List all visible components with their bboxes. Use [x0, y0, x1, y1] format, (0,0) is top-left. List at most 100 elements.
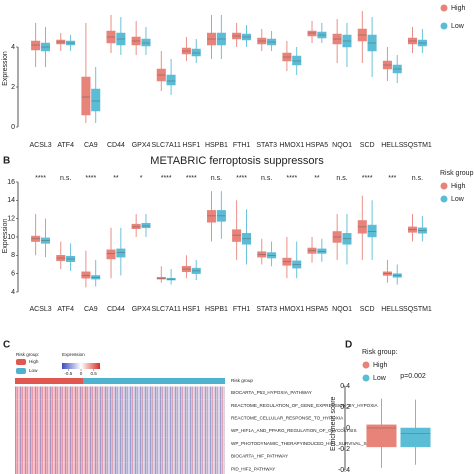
- box: [31, 40, 41, 51]
- x-tick-label: SQSTM1: [403, 142, 432, 149]
- y-tick-label: 0.4: [340, 383, 350, 390]
- x-tick-label: SQSTM1: [403, 306, 432, 313]
- legend-swatch: [16, 368, 26, 374]
- legend-label: High: [451, 183, 466, 190]
- row-label: REACTOME_CELLULAR_RESPONSE_TO_HYPOXIA: [231, 415, 344, 420]
- row-label: WP_PHOTODYNAMIC_THERAPYINDUCED_HIF1_SURV…: [231, 441, 389, 446]
- row-label: REACTOME_REGULATION_OF_GENE_EXPRESSION_B…: [231, 403, 379, 408]
- x-tick-label: NQO1: [332, 306, 352, 313]
- legend-label: High: [29, 359, 39, 364]
- panel-label: D: [345, 340, 352, 351]
- x-tick-label: HSF1: [182, 306, 200, 313]
- colorbar-tick-label: 0.5: [90, 371, 97, 376]
- x-tick-label: HMOX1: [279, 142, 304, 149]
- y-tick-label: 4: [11, 44, 15, 51]
- p-value: p=0.002: [400, 373, 426, 380]
- heatmap-texture: [15, 437, 225, 450]
- x-tick-label: FTH1: [233, 306, 251, 313]
- x-tick-label: SCD: [360, 142, 375, 149]
- y-axis-label: Enrichment score: [330, 396, 337, 451]
- y-tick-label: -0.4: [338, 467, 350, 474]
- legend-swatch: [440, 182, 448, 190]
- significance: ****: [236, 175, 247, 182]
- legend-label: High: [451, 5, 466, 12]
- colorbar-title: Expression: [62, 352, 85, 357]
- box: [317, 248, 327, 254]
- panel-label: B: [3, 156, 10, 167]
- colorbar: [62, 363, 100, 369]
- x-tick-label: SLC7A11: [151, 306, 181, 313]
- significance: ****: [186, 175, 197, 182]
- risk-bar-high: [15, 378, 83, 384]
- box: [366, 424, 397, 448]
- legend-swatch: [440, 195, 448, 203]
- box: [116, 248, 126, 258]
- significance: ****: [362, 175, 373, 182]
- box: [91, 88, 101, 112]
- row-label: PID_HIF2_PATHWAY: [231, 466, 275, 471]
- significance: n.s.: [60, 175, 71, 182]
- box: [141, 222, 151, 229]
- x-tick-label: SCD: [360, 306, 375, 313]
- significance: ****: [286, 175, 297, 182]
- box: [191, 48, 201, 57]
- y-tick-label: 6: [11, 270, 15, 277]
- legend-swatch: [362, 374, 370, 382]
- legend-title: Risk group:: [16, 352, 39, 357]
- legend-swatch: [440, 22, 448, 30]
- significance: n.s.: [336, 175, 347, 182]
- legend-title: Risk group:: [362, 349, 397, 356]
- box: [292, 55, 302, 66]
- y-tick-label: 14: [7, 197, 15, 204]
- y-axis-label: Expression: [2, 51, 9, 86]
- x-tick-label: HSPA5: [306, 142, 329, 149]
- legend-label: Low: [451, 196, 465, 203]
- box: [131, 223, 141, 229]
- chart-title: METABRIC ferroptosis suppressors: [150, 155, 324, 167]
- x-tick-label: ATF4: [57, 142, 74, 149]
- box: [232, 229, 242, 242]
- box: [81, 271, 91, 279]
- x-tick-label: HMOX1: [279, 306, 304, 313]
- risk-bar-low: [83, 378, 225, 384]
- significance: n.s.: [261, 175, 272, 182]
- x-tick-label: ACSL3: [29, 306, 51, 313]
- y-tick-label: 8: [11, 252, 15, 259]
- heatmap-texture: [15, 411, 225, 425]
- legend-title: Risk group: [440, 170, 474, 177]
- colorbar-tick-label: 0: [80, 371, 83, 376]
- significance: **: [113, 175, 119, 182]
- box: [367, 224, 377, 238]
- annotation-label: Risk group: [231, 378, 253, 383]
- significance: ***: [388, 175, 396, 182]
- y-tick-label: 10: [7, 234, 15, 241]
- x-tick-label: HSPA5: [306, 306, 329, 313]
- box: [141, 38, 151, 47]
- box: [106, 249, 116, 260]
- y-axis-label: Expression: [2, 219, 9, 254]
- legend-swatch: [362, 361, 370, 369]
- y-tick-label: 2: [11, 84, 15, 91]
- y-tick-label: 16: [7, 179, 15, 186]
- legend-label: High: [373, 362, 388, 369]
- box: [81, 76, 91, 116]
- significance: ****: [35, 175, 46, 182]
- x-tick-label: CD44: [107, 306, 125, 313]
- y-tick-label: 4: [11, 289, 15, 296]
- x-tick-label: HELLS: [381, 306, 404, 313]
- heatmap-texture: [15, 386, 225, 400]
- x-tick-label: HSF1: [182, 142, 200, 149]
- y-tick-label: -0.2: [338, 446, 350, 453]
- box: [207, 210, 217, 223]
- x-tick-label: HSPB1: [205, 306, 228, 313]
- box: [400, 427, 431, 448]
- heatmap-texture: [15, 450, 225, 463]
- x-tick-label: ATF4: [57, 306, 74, 313]
- row-label: WP_HIF1A_AND_PPARG_REGULATION_OF_GLYCOLY…: [231, 428, 357, 433]
- x-tick-label: SLC7A11: [151, 142, 181, 149]
- y-tick-label: 0.2: [340, 404, 350, 411]
- significance: n.s.: [412, 175, 423, 182]
- legend-label: Low: [373, 375, 387, 382]
